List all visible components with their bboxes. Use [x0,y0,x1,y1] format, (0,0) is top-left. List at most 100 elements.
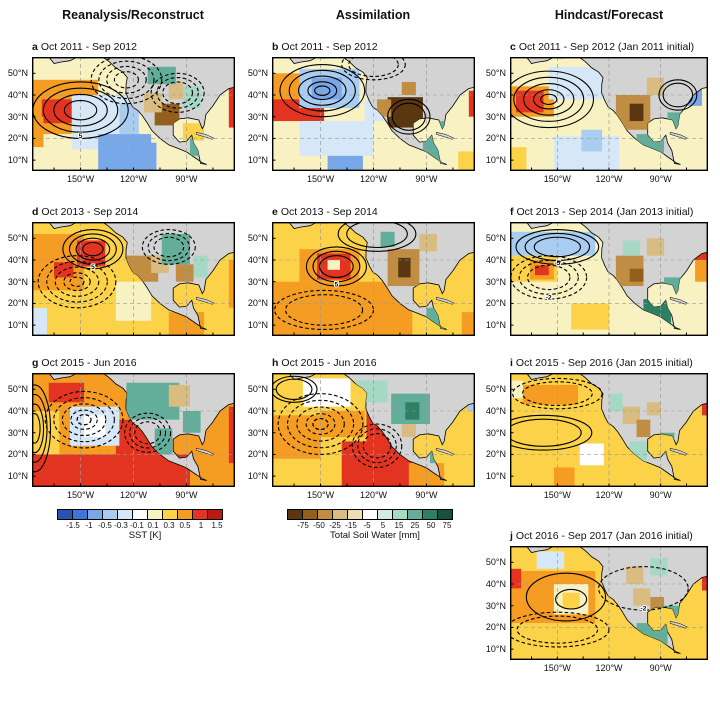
svg-text:5: 5 [79,133,83,140]
lat-tick-label: 20°N [247,298,268,309]
panel-title-i: i Oct 2015 - Sep 2016 (Jan 2015 initial) [510,357,693,369]
colorbar-cell [407,509,423,520]
colorbar-cell [437,509,453,520]
panel-period: Oct 2015 - Jun 2016 [281,357,377,369]
map-panel-i [510,373,708,487]
soil-colorbar: Total Soil Water [mm] -75 -50 -25 -15 -5 5 15 2… [287,509,465,543]
lat-tick-label: 50°N [247,384,268,395]
lat-tick-label: 30°N [247,111,268,122]
lat-tick-label: 50°N [247,233,268,244]
lat-tick-label: 30°N [485,600,506,611]
map-panel-h [272,373,475,487]
lon-tick-label: 150°W [306,174,335,184]
colorbar-cell [392,509,408,520]
map-panel-f: -5 -2 [510,222,708,336]
lat-tick-label: 20°N [7,133,28,144]
colorbar-tick-label: -50 [313,521,325,530]
lat-tick-label: 10°N [485,471,506,482]
panel-letter: g [32,357,39,369]
panel-title-e: e Oct 2013 - Sep 2014 [272,206,378,218]
colorbar-tick-label: -0.3 [114,521,128,530]
lat-tick-label: 40°N [7,406,28,416]
lat-tick-label: 40°N [247,406,268,416]
colorbar-cell [87,509,103,520]
soil-colorbar-cells [287,509,453,520]
lat-tick-label: 10°N [247,320,268,331]
lon-tick-label: 90°W [175,490,198,500]
panel-title-h: h Oct 2015 - Jun 2016 [272,357,377,369]
map-panel-d: 5 [32,222,235,336]
colorbar-tick-label: -75 [297,521,309,530]
lon-tick-label: 150°W [66,174,95,184]
colorbar-cell [132,509,148,520]
lon-tick-label: 120°W [595,663,623,673]
colorbar-tick-label: 0.5 [179,521,191,530]
colorbar-tick-label: -5 [363,521,371,530]
colorbar-tick-label: 0.3 [163,521,175,530]
svg-text:-2: -2 [546,294,552,301]
panel-title-f: f Oct 2013 - Sep 2014 (Jan 2013 initial) [510,206,693,218]
lat-tick-label: 20°N [485,298,506,309]
lat-tick-label: 50°N [7,384,28,395]
lat-tick-label: 30°N [247,276,268,287]
lat-tick-label: 10°N [7,155,28,166]
lat-tick-label: 40°N [7,255,28,265]
lat-tick-label: 10°N [485,644,506,655]
colorbar-cell [117,509,133,520]
lon-tick-label: 150°W [543,174,571,184]
lon-tick-label: 150°W [543,663,571,673]
map-panel-e: 5 [272,222,475,336]
colorbar-cell [422,509,438,520]
panel-letter: e [272,206,278,218]
lat-tick-label: 10°N [247,155,268,166]
lat-tick-label: 40°N [485,579,506,589]
colorbar-cell [377,509,393,520]
colorbar-tick-label: -1 [85,521,93,530]
colorbar-cell [147,509,163,520]
colorbar-tick-label: -15 [345,521,357,530]
colorbar-cell [287,509,303,520]
lat-tick-label: 40°N [485,90,506,100]
panel-letter: b [272,41,279,53]
lat-tick-label: 30°N [7,111,28,122]
lon-tick-label: 150°W [543,490,571,500]
lat-tick-label: 50°N [247,68,268,79]
panel-period: Oct 2011 - Sep 2012 (Jan 2011 initial) [518,41,695,53]
colorbar-cell [177,509,193,520]
lat-tick-label: 40°N [485,406,506,416]
colorbar-cell [317,509,333,520]
panel-letter: d [32,206,39,218]
panel-letter: j [510,530,513,542]
lat-tick-label: 50°N [485,68,506,79]
lon-tick-label: 120°W [119,174,148,184]
sst-colorbar-cells [57,509,223,520]
lat-tick-label: 20°N [7,449,28,460]
lon-tick-label: 90°W [415,174,438,184]
lon-tick-label: 120°W [119,490,148,500]
svg-text:-2: -2 [641,605,647,612]
panel-period: Oct 2013 - Sep 2014 (Jan 2013 initial) [516,206,694,218]
lat-tick-label: 20°N [485,449,506,460]
colorbar-tick-label: 1 [198,521,204,530]
colorbar-tick-label: 0.1 [147,521,159,530]
colorbar-tick-label: -1.5 [66,521,80,530]
lat-tick-label: 20°N [7,298,28,309]
panel-period: Oct 2011 - Sep 2012 [281,41,378,53]
panel-letter: c [510,41,516,53]
panel-letter: a [32,41,38,53]
svg-text:-5: -5 [554,260,560,267]
lat-tick-label: 50°N [485,557,506,568]
lat-tick-label: 40°N [247,255,268,265]
colorbar-cell [302,509,318,520]
map-panel-b [272,57,475,171]
sst-colorbar-label: SST [K] [128,530,162,541]
panel-title-b: b Oct 2011 - Sep 2012 [272,41,378,53]
panel-letter: h [272,357,279,369]
map-panel-j: -2 [510,546,708,660]
panel-period: Oct 2015 - Sep 2016 (Jan 2015 initial) [515,357,693,369]
panel-title-c: c Oct 2011 - Sep 2012 (Jan 2011 initial) [510,41,694,53]
lon-tick-label: 120°W [359,490,388,500]
lon-tick-label: 90°W [415,490,438,500]
colorbar-cell [102,509,118,520]
lon-tick-label: 120°W [595,174,623,184]
